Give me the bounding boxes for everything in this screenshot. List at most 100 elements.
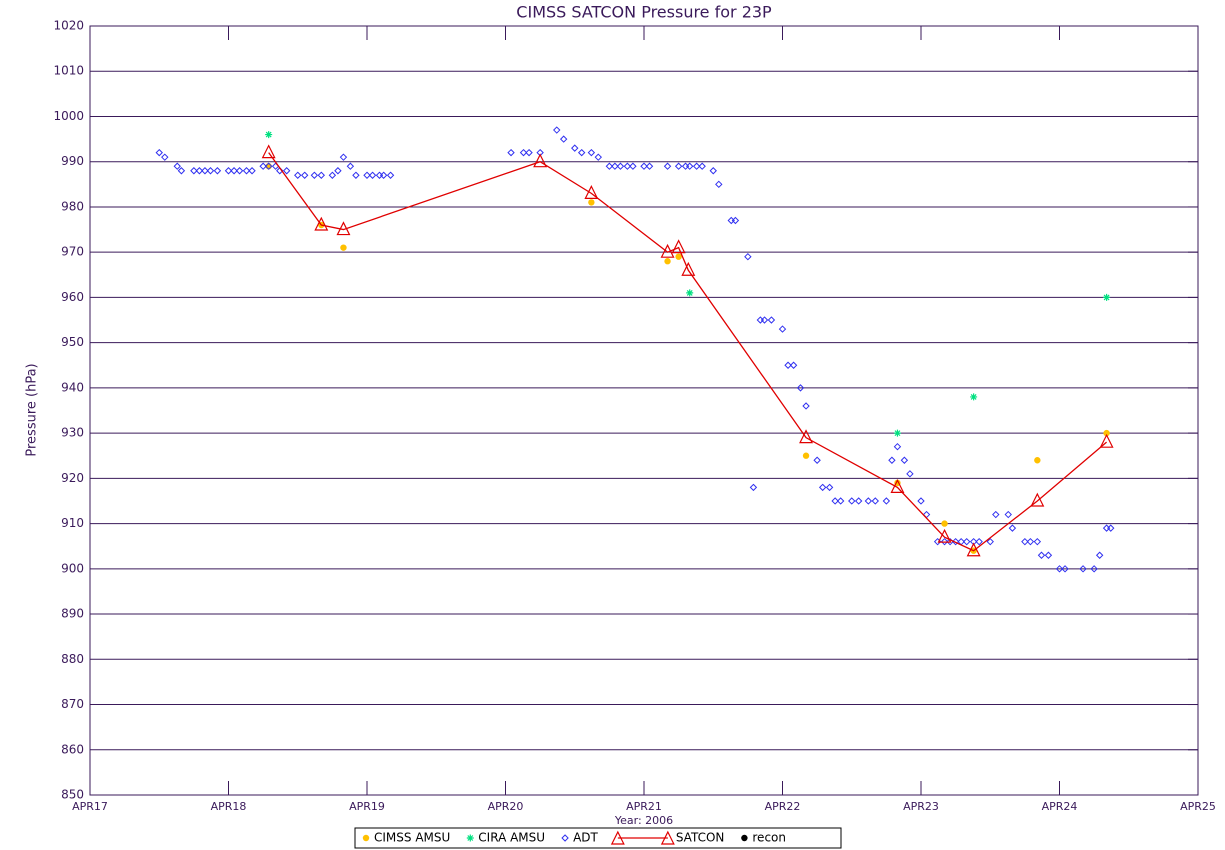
data-point xyxy=(731,216,740,225)
data-point xyxy=(686,289,694,297)
data-point xyxy=(525,148,533,157)
data-point xyxy=(310,171,319,179)
x-tick-label: APR23 xyxy=(903,800,939,813)
legend-box xyxy=(354,827,842,849)
data-point xyxy=(836,497,845,505)
y-tick-label: 1020 xyxy=(53,19,84,33)
data-point xyxy=(715,180,723,189)
data-point xyxy=(685,162,694,170)
data-point xyxy=(155,148,163,157)
data-point xyxy=(300,171,309,179)
data-point xyxy=(224,167,233,175)
data-point xyxy=(629,162,637,170)
data-point xyxy=(334,167,342,175)
data-point xyxy=(1008,524,1017,532)
data-point xyxy=(1026,537,1035,546)
data-point xyxy=(992,510,1000,519)
data-point xyxy=(727,216,735,225)
data-point xyxy=(559,135,568,143)
data-point xyxy=(1061,565,1069,573)
data-point xyxy=(813,456,821,464)
data-point xyxy=(261,144,276,159)
data-point xyxy=(681,162,690,170)
data-point xyxy=(756,316,765,324)
data-point xyxy=(784,361,792,369)
data-point xyxy=(767,316,776,324)
data-point xyxy=(796,384,805,392)
data-point xyxy=(201,167,209,175)
data-point xyxy=(660,243,675,258)
data-point xyxy=(317,171,326,179)
data-point xyxy=(571,144,579,152)
data-point xyxy=(941,520,948,527)
data-point xyxy=(1034,457,1041,464)
data-point xyxy=(818,483,827,492)
legend-marker xyxy=(362,834,370,842)
y-tick-label: 870 xyxy=(61,697,84,711)
data-point xyxy=(1004,510,1012,519)
data-point xyxy=(1055,565,1064,573)
data-point xyxy=(789,361,798,369)
y-tick-label: 990 xyxy=(61,154,84,168)
legend-marker xyxy=(466,834,474,842)
data-point xyxy=(213,167,222,175)
legend-marker xyxy=(660,830,675,845)
data-point xyxy=(645,162,654,170)
legend-marker xyxy=(561,834,569,842)
data-point xyxy=(294,171,302,179)
data-point xyxy=(173,162,181,170)
data-point xyxy=(161,153,169,161)
x-tick-label: APR21 xyxy=(626,800,662,813)
legend-label: CIRA AMSU xyxy=(478,831,545,845)
data-point xyxy=(248,167,256,175)
data-point xyxy=(1021,537,1029,546)
data-point xyxy=(1044,551,1053,559)
data-point xyxy=(671,239,686,254)
data-point xyxy=(1079,565,1087,573)
data-point xyxy=(1037,551,1046,559)
data-point xyxy=(379,171,388,179)
data-point xyxy=(744,252,752,261)
data-point xyxy=(235,167,244,175)
data-point xyxy=(1030,492,1045,507)
data-point xyxy=(336,221,351,236)
data-point xyxy=(917,497,925,505)
data-point xyxy=(346,162,355,170)
data-point xyxy=(778,325,787,333)
data-point xyxy=(848,497,856,505)
y-tick-label: 1000 xyxy=(53,109,84,123)
data-point xyxy=(282,167,291,175)
data-point xyxy=(375,171,384,179)
data-point xyxy=(206,167,215,175)
data-point xyxy=(340,244,347,251)
data-point xyxy=(681,261,696,276)
y-tick-label: 900 xyxy=(61,561,84,575)
x-tick-label: APR20 xyxy=(488,800,524,813)
data-point xyxy=(577,148,586,157)
data-point xyxy=(854,497,863,505)
data-point xyxy=(1103,293,1111,301)
x-tick-label: APR19 xyxy=(349,800,385,813)
data-point xyxy=(314,216,329,231)
data-point xyxy=(264,162,273,170)
data-point xyxy=(888,456,896,464)
x-axis-label: Year: 2006 xyxy=(614,814,673,827)
y-tick-label: 850 xyxy=(61,788,84,802)
data-point xyxy=(890,479,905,493)
data-point xyxy=(352,171,360,179)
data-point xyxy=(363,171,371,179)
data-point xyxy=(190,167,198,175)
data-point xyxy=(587,148,596,157)
data-point xyxy=(675,253,682,260)
data-point xyxy=(962,537,971,546)
data-point xyxy=(966,542,981,557)
data-point xyxy=(519,148,528,157)
y-tick-label: 930 xyxy=(61,426,84,440)
data-point xyxy=(709,167,717,175)
plot-frame xyxy=(89,25,1199,796)
data-point xyxy=(265,131,273,139)
data-point xyxy=(605,162,614,170)
data-point xyxy=(802,452,810,459)
series-line xyxy=(268,152,1108,552)
data-point xyxy=(386,171,395,179)
